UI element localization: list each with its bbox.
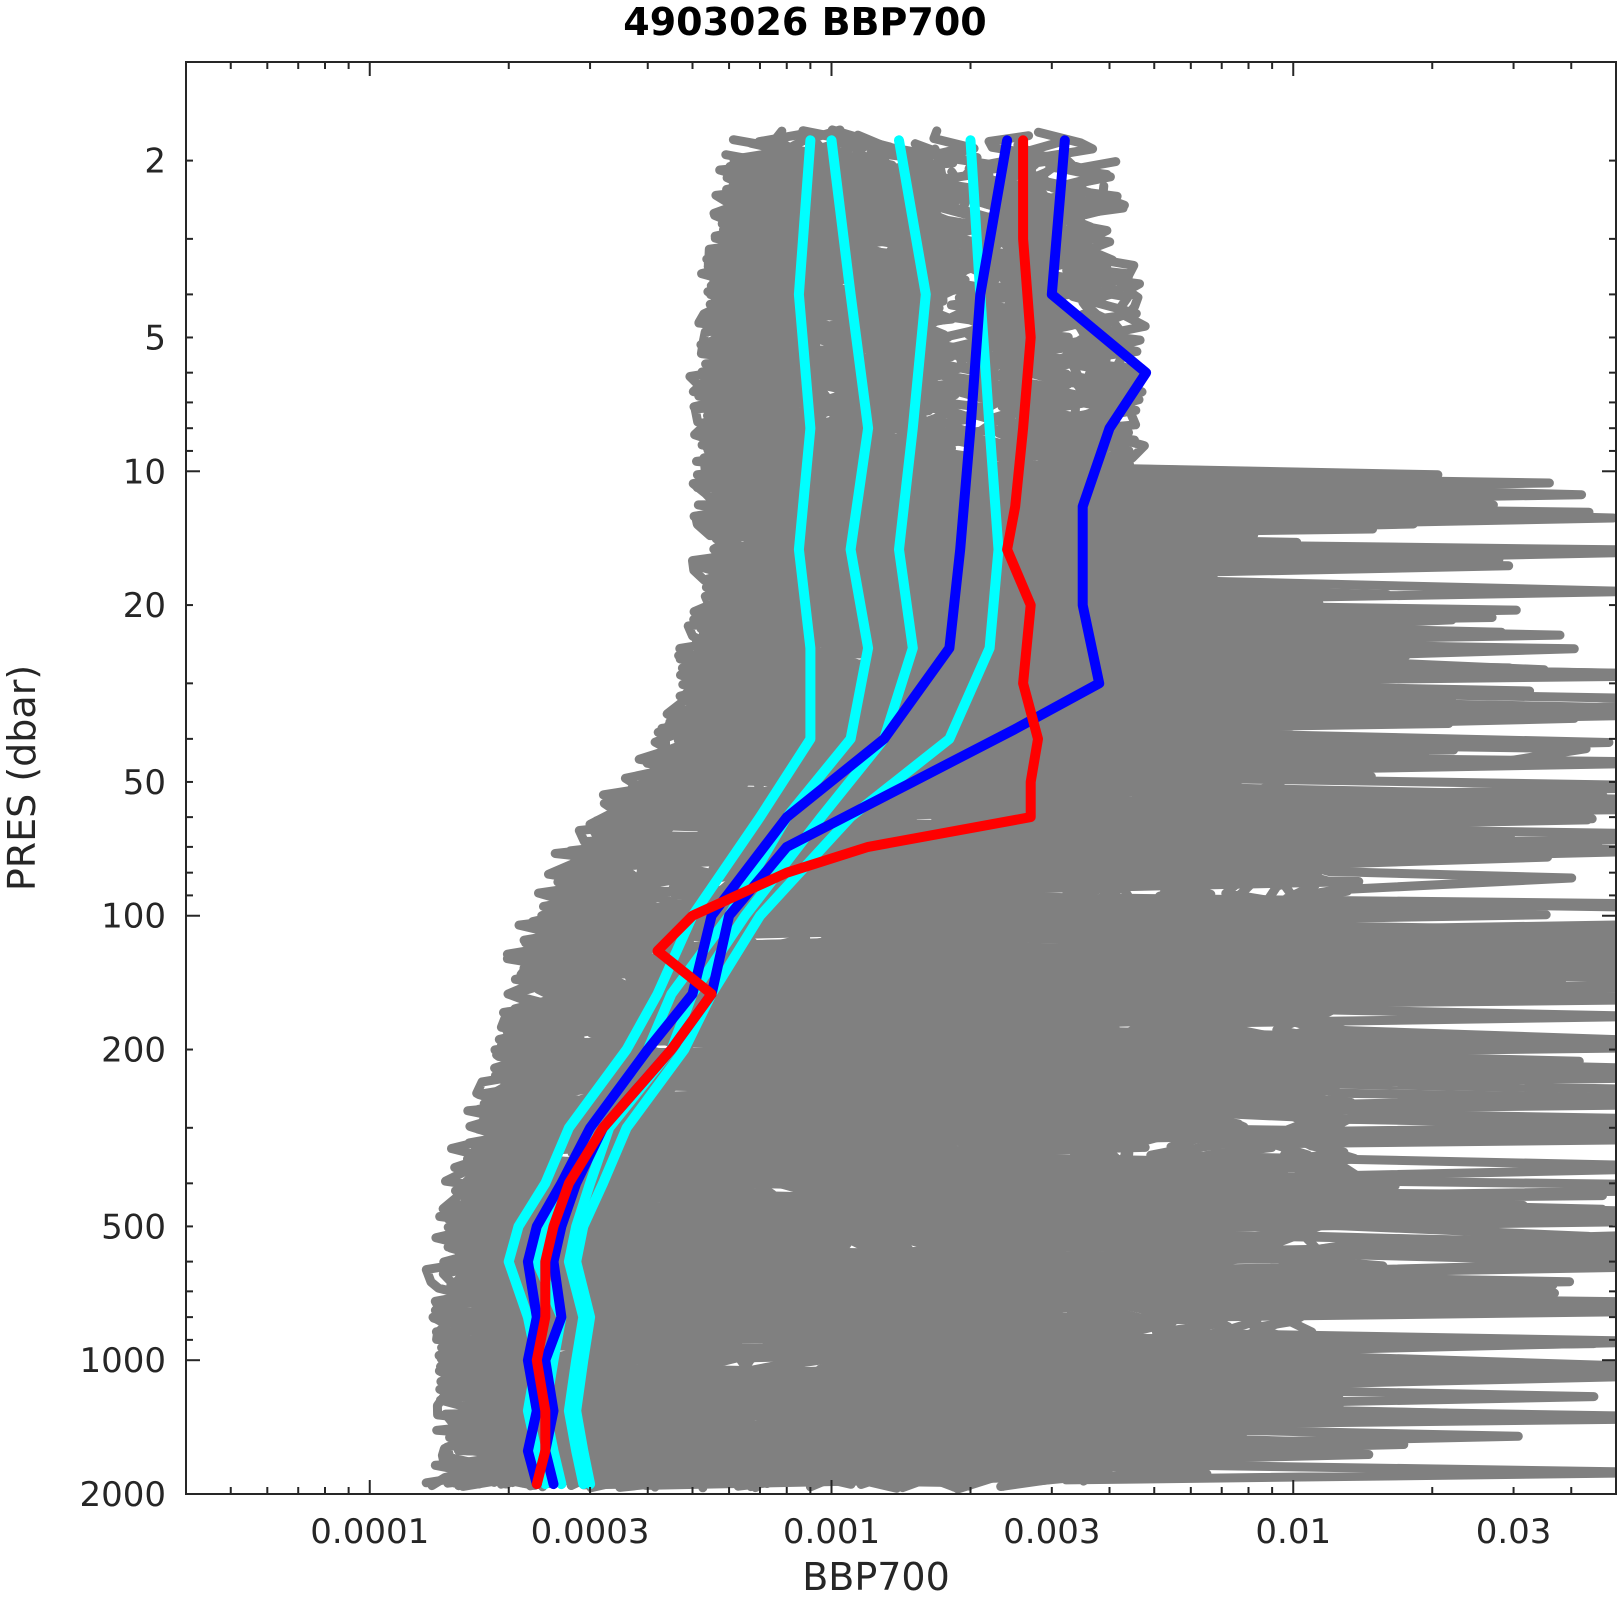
y-tick-label: 500 (101, 1207, 166, 1247)
highlighted-profiles (503, 135, 1152, 1490)
y-tick-label: 10 (123, 452, 166, 492)
y-tick-labels: 2 5 10 20 50 100 200 500 1000 2000 (79, 142, 166, 1515)
y-tick-label: 2 (144, 142, 166, 182)
y-tick-label: 2000 (79, 1475, 166, 1515)
y-tick-label: 5 (144, 318, 166, 358)
gray-profiles (421, 125, 1616, 1494)
series-line-blue (540, 135, 1152, 1490)
plot-frame (185, 61, 1617, 1495)
x-tick-label: 0.0003 (531, 1512, 650, 1552)
x-axis-label: BBP700 (802, 1555, 950, 1599)
plot-area (421, 125, 1616, 1494)
chart-title: 4903026 BBP700 (623, 0, 986, 44)
y-tick-label: 200 (101, 1031, 166, 1071)
y-tick-label: 20 (123, 586, 166, 626)
gray-profile-line (421, 138, 1219, 1488)
y-tick-label: 1000 (79, 1341, 166, 1381)
gray-profile-line (578, 139, 1329, 1487)
gray-profile-line (898, 152, 1616, 1493)
x-tick-label: 0.003 (1003, 1512, 1100, 1552)
series-line-blue (522, 135, 1013, 1490)
x-tick-label: 0.03 (1476, 1512, 1552, 1552)
gray-profile-line (511, 147, 1305, 1488)
y-axis-label: PRES (dbar) (0, 665, 44, 891)
x-tick-label: 0.0001 (310, 1512, 429, 1552)
series-line-cyan (571, 135, 1004, 1490)
x-tick-label: 0.01 (1255, 1512, 1331, 1552)
x-tick-labels: 0.0001 0.0003 0.001 0.003 0.01 0.03 (310, 1512, 1551, 1552)
series-line-red (531, 135, 1043, 1490)
axis-ticks (185, 62, 1617, 1495)
y-tick-label: 50 (123, 763, 166, 803)
gray-profile-line (595, 178, 1415, 1489)
x-tick-label: 0.001 (783, 1512, 880, 1552)
y-tick-label: 100 (101, 897, 166, 937)
